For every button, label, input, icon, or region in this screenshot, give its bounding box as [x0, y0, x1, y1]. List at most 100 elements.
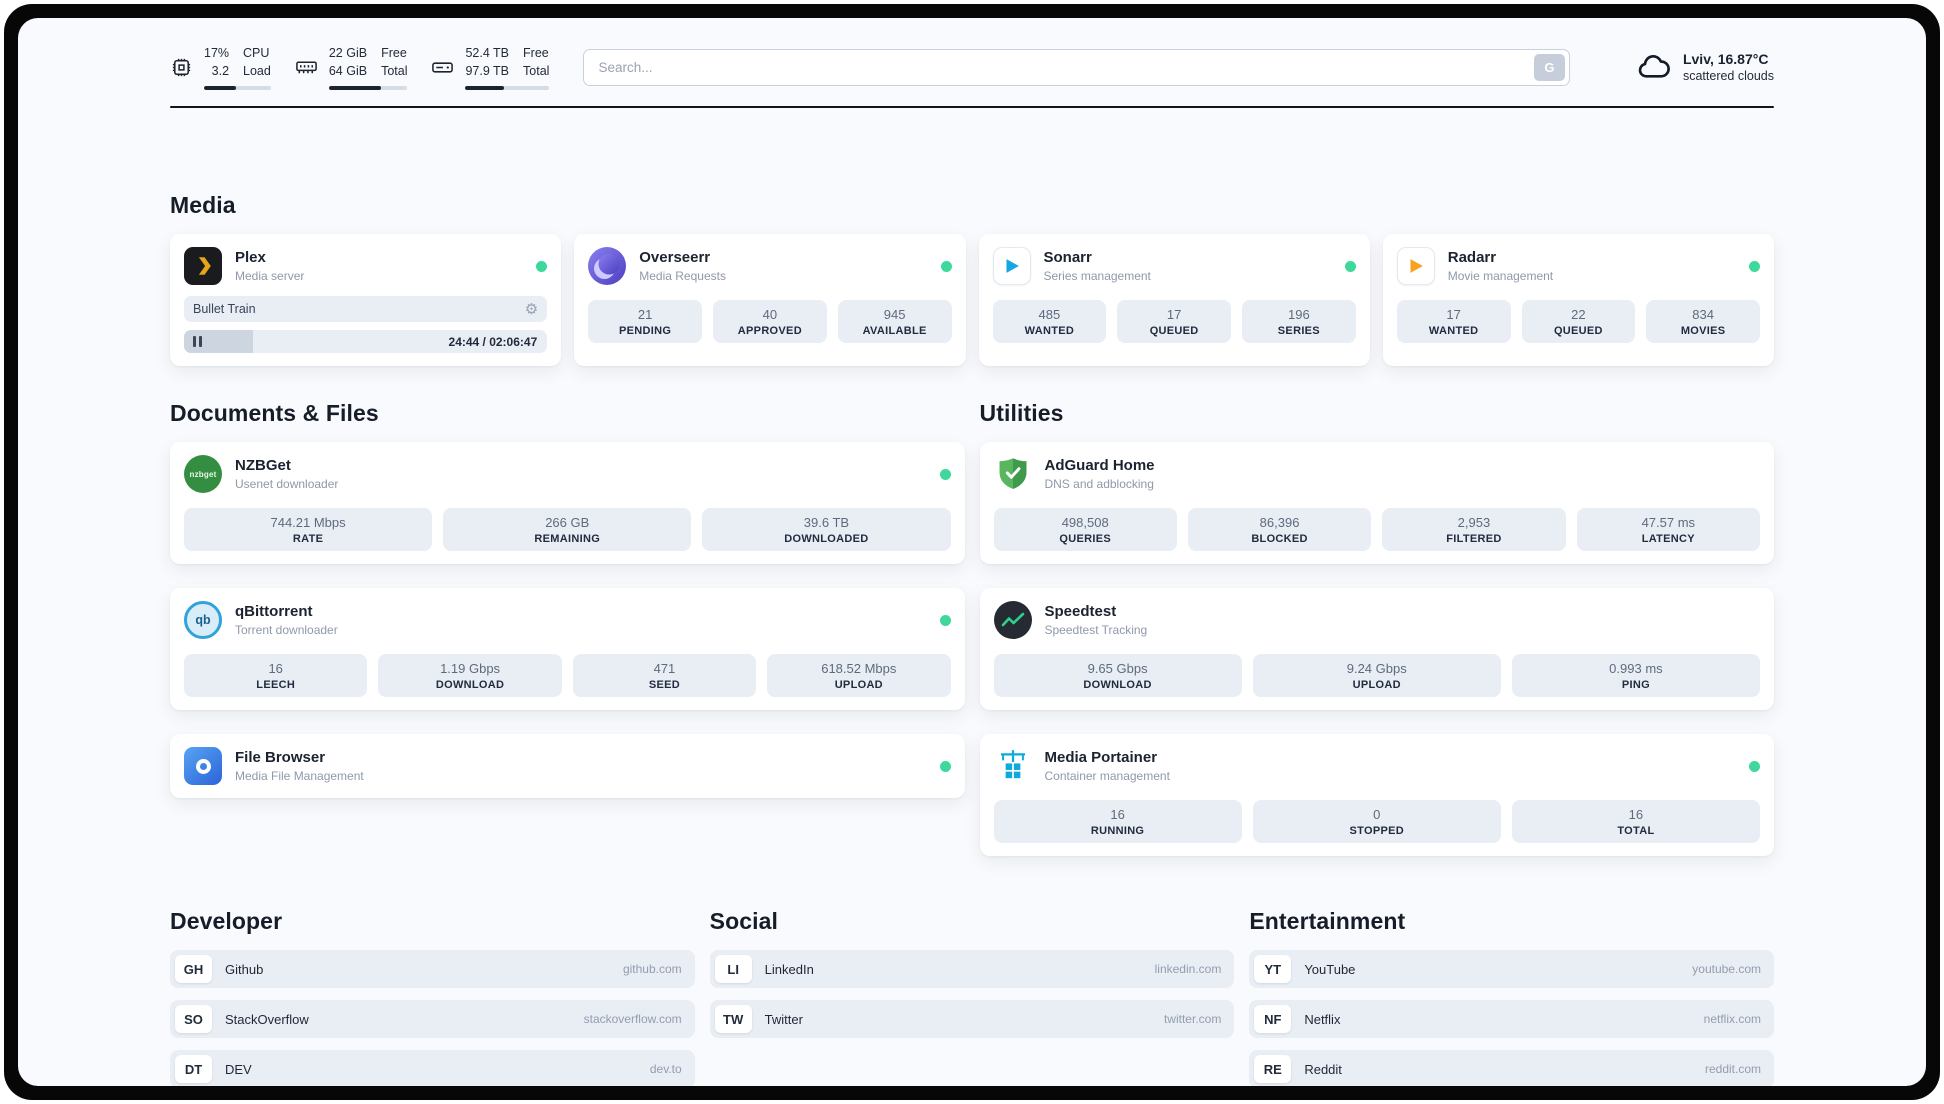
stat-box: 1.19 Gbps DOWNLOAD: [378, 654, 562, 698]
cpu-widget: 17% 3.2 CPU Load: [170, 44, 271, 91]
link-row-youtube[interactable]: YT YouTube youtube.com: [1249, 950, 1774, 989]
stat-label: BLOCKED: [1251, 533, 1308, 546]
pause-icon[interactable]: [193, 336, 202, 348]
stat-label: APPROVED: [737, 325, 802, 338]
link-abbr-badge: TW: [714, 1005, 752, 1034]
stat-box: 834 MOVIES: [1646, 300, 1760, 344]
weather-widget: Lviv, 16.87°C scattered clouds: [1636, 50, 1774, 85]
app-subtitle: Torrent downloader: [235, 623, 338, 638]
app-card-adguard[interactable]: AdGuard Home DNS and adblocking 498,508 …: [979, 442, 1774, 565]
ram-icon: [295, 61, 317, 73]
stat-value: 618.52 Mbps: [821, 661, 897, 677]
stat-value: 9.24 Gbps: [1346, 661, 1407, 677]
stat-value: 39.6 TB: [803, 515, 850, 531]
stat-value: 266 GB: [545, 515, 590, 531]
app-card-radarr[interactable]: Radarr Movie management 17 WANTED 22 QUE…: [1382, 234, 1774, 367]
stat-label: DOWNLOADED: [784, 533, 869, 546]
link-abbr-badge: DT: [175, 1055, 212, 1084]
app-card-sonarr[interactable]: Sonarr Series management 485 WANTED 17 Q…: [978, 234, 1370, 367]
link-row-netflix[interactable]: NF Netflix netflix.com: [1249, 1000, 1774, 1039]
app-name: Overseerr: [639, 249, 711, 267]
status-online-dot: [1344, 260, 1356, 272]
link-name: StackOverflow: [225, 1011, 309, 1027]
link-row-twitter[interactable]: TW Twitter twitter.com: [709, 1000, 1235, 1039]
stat-label: PING: [1621, 679, 1650, 692]
app-name: Radarr: [1447, 249, 1497, 267]
link-row-stackoverflow[interactable]: SO StackOverflow stackoverflow.com: [170, 1000, 695, 1039]
section-title-documents: Documents & Files: [170, 400, 379, 427]
app-name: qBittorrent: [235, 603, 313, 621]
stat-value: 16: [268, 661, 283, 677]
link-url: github.com: [622, 962, 682, 977]
link-name: Netflix: [1304, 1011, 1341, 1027]
stat-label: DOWNLOAD: [1083, 679, 1152, 692]
link-abbr-badge: RE: [1254, 1055, 1292, 1084]
app-card-plex[interactable]: Plex Media server Bullet Train ⚙ 24:44 /…: [170, 234, 562, 367]
sonarr-icon: [992, 247, 1031, 286]
app-subtitle: Series management: [1043, 269, 1151, 284]
storage-widget: 52.4 TB 97.9 TB Free Total: [431, 44, 550, 91]
app-card-portainer[interactable]: Media Portainer Container management 16 …: [979, 734, 1774, 857]
stat-value: 17: [1446, 307, 1461, 323]
bookmarks-social: Social LI LinkedIn linkedin.com TW Twitt…: [709, 908, 1235, 1039]
search-engine-button[interactable]: G: [1533, 53, 1565, 81]
stat-box: 39.6 TB DOWNLOADED: [702, 508, 951, 552]
link-row-linkedin[interactable]: LI LinkedIn linkedin.com: [709, 950, 1235, 989]
link-abbr-badge: NF: [1254, 1005, 1292, 1034]
stat-box: 266 GB REMAINING: [443, 508, 692, 552]
stat-value: 485: [1038, 307, 1061, 323]
section-title-developer: Developer: [170, 908, 283, 935]
playback-progress-bar[interactable]: 24:44 / 02:06:47: [184, 330, 548, 354]
stat-box: 498,508 QUERIES: [993, 508, 1177, 552]
stat-value: 744.21 Mbps: [270, 515, 346, 531]
app-name: Media Portainer: [1044, 749, 1158, 767]
cpu-percent: 17%: [204, 46, 230, 60]
link-row-dev[interactable]: DT DEV dev.to: [170, 1050, 695, 1086]
bookmarks-developer: Developer GH Github github.com SO StackO…: [170, 908, 695, 1086]
stat-box: 0 STOPPED: [1252, 800, 1501, 844]
now-playing-row: Bullet Train ⚙: [184, 296, 548, 323]
link-url: youtube.com: [1692, 962, 1761, 977]
link-abbr-badge: SO: [175, 1005, 212, 1034]
app-card-nzbget[interactable]: nzbget NZBGet Usenet downloader 744.21 M…: [170, 442, 965, 565]
app-card-filebrowser[interactable]: File Browser Media File Management: [170, 734, 965, 799]
app-subtitle: Movie management: [1447, 269, 1554, 284]
memory-usage-bar: [328, 86, 408, 91]
stat-label: QUERIES: [1059, 533, 1111, 546]
stat-label: TOTAL: [1617, 825, 1655, 838]
link-name: Reddit: [1304, 1061, 1342, 1077]
nzbget-icon: nzbget: [184, 455, 222, 494]
stat-box: 21 PENDING: [588, 300, 702, 344]
app-name: NZBGet: [235, 457, 291, 475]
app-card-speedtest[interactable]: Speedtest Speedtest Tracking 9.65 Gbps D…: [979, 588, 1774, 711]
link-row-github[interactable]: GH Github github.com: [170, 950, 695, 989]
storage-free-value: 52.4 TB: [465, 46, 510, 60]
app-subtitle: Media server: [235, 269, 305, 284]
storage-label-1: Free: [523, 46, 549, 60]
stat-value: 16: [1628, 807, 1644, 823]
section-title-utilities: Utilities: [979, 400, 1064, 427]
app-name: Plex: [235, 249, 266, 267]
storage-label-2: Total: [523, 64, 550, 79]
playback-time: 24:44 / 02:06:47: [448, 334, 538, 349]
link-url: netflix.com: [1703, 1012, 1761, 1027]
status-online-dot: [940, 260, 952, 272]
cpu-load-value: 3.2: [211, 64, 230, 79]
search-input[interactable]: [583, 48, 1570, 86]
link-row-reddit[interactable]: RE Reddit reddit.com: [1249, 1050, 1774, 1086]
stat-label: QUEUED: [1149, 325, 1199, 338]
memory-label-2: Total: [381, 64, 408, 79]
gear-icon[interactable]: ⚙: [524, 300, 539, 318]
stat-value: 945: [883, 307, 906, 323]
link-abbr-badge: LI: [714, 955, 752, 984]
stat-box: 945 AVAILABLE: [837, 300, 952, 344]
speedtest-icon: [993, 601, 1032, 640]
stat-value: 22: [1571, 307, 1586, 323]
disk-icon: [432, 62, 454, 73]
memory-total-value: 64 GiB: [328, 64, 368, 79]
app-card-qbittorrent[interactable]: qb qBittorrent Torrent downloader 16 LEE…: [170, 588, 965, 711]
stat-box: 22 QUEUED: [1521, 300, 1636, 344]
status-online-dot: [536, 260, 548, 272]
link-name: LinkedIn: [764, 961, 814, 977]
app-card-overseerr[interactable]: Overseerr Media Requests 21 PENDING 40 A…: [574, 234, 966, 367]
